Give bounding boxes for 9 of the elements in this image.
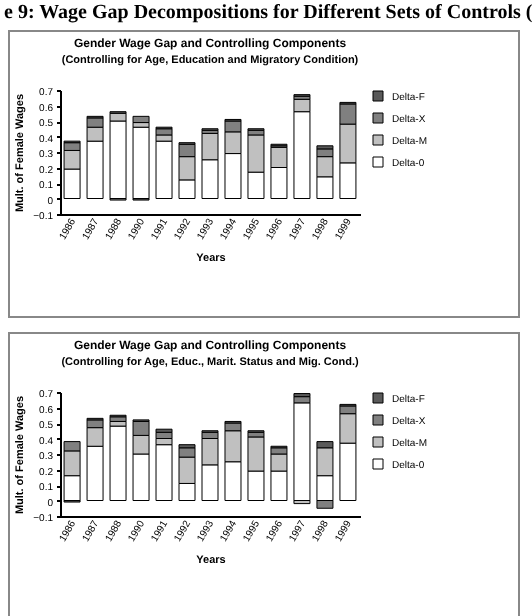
bar — [155, 128, 173, 136]
bar — [132, 126, 150, 199]
bar — [109, 425, 127, 501]
bar — [155, 140, 173, 199]
bar — [132, 115, 150, 124]
bar — [109, 120, 127, 199]
bar — [155, 444, 173, 501]
bar — [293, 402, 311, 501]
text: e 9: Wage Gap Decompositions for Different Sets of Controls ( — [2, 0, 532, 28]
